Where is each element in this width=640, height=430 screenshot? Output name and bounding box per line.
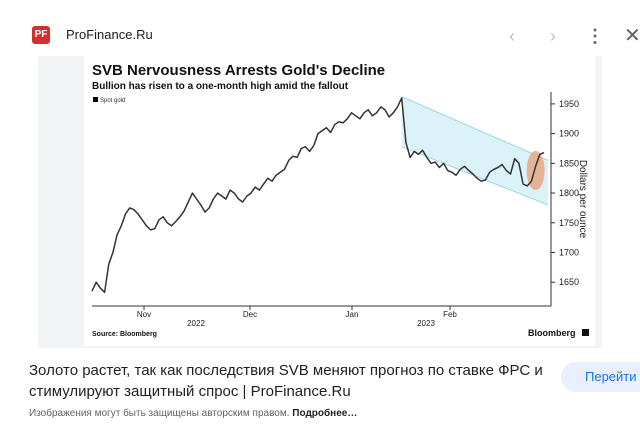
gold-price-chart: SVB Nervousness Arrests Gold's Decline B…	[91, 62, 589, 338]
y-axis-label: Dollars per ounce	[577, 160, 588, 239]
copyright-notice: Изображения могут быть защищены авторски…	[29, 408, 357, 419]
x-tick-label: Nov	[137, 310, 151, 319]
image-caption[interactable]: Золото растет, так как последствия SVB м…	[29, 362, 543, 400]
image-viewer-header: PF ProFinance.Ru ‹ › ⋮ ✕	[0, 0, 640, 56]
more-vert-icon[interactable]: ⋮	[586, 26, 604, 46]
visit-button[interactable]: Перейти	[561, 362, 640, 392]
copyright-text: Изображения могут быть защищены авторски…	[29, 408, 290, 419]
x-tick-label: Dec	[243, 310, 257, 319]
y-tick-label: 1850	[559, 158, 579, 168]
legend-label: Spot gold	[100, 98, 125, 104]
bloomberg-logo-icon	[582, 329, 589, 336]
y-tick-label: 1750	[559, 218, 579, 228]
chart-image[interactable]: SVB Nervousness Arrests Gold's Decline B…	[84, 56, 595, 346]
y-axis-ticks: 1650 1700 1750 1800 1850 1900 1950	[551, 99, 579, 287]
x-tick-label: Feb	[443, 310, 457, 319]
x-tick-label: Jan	[346, 310, 359, 319]
legend-swatch	[93, 97, 98, 102]
learn-more-link[interactable]: Подробнее…	[292, 408, 358, 419]
y-tick-label: 1950	[559, 99, 579, 109]
x-year-label: 2022	[187, 319, 205, 328]
chart-source: Source: Bloomberg	[92, 331, 157, 338]
bloomberg-brand: Bloomberg	[528, 328, 576, 338]
site-name-link[interactable]: ProFinance.Ru	[66, 27, 153, 42]
spot-gold-line	[91, 97, 545, 294]
close-icon[interactable]: ✕	[624, 25, 640, 47]
trend-channel-band	[401, 96, 548, 205]
chart-title: SVB Nervousness Arrests Gold's Decline	[92, 62, 385, 79]
trend-channel-upper	[401, 96, 549, 161]
chart-subtitle: Bullion has risen to a one-month high am…	[92, 81, 349, 92]
chevron-right-icon[interactable]: ›	[550, 26, 556, 46]
x-axis-ticks: Nov Dec Jan Feb 2022 2023	[137, 306, 457, 328]
y-tick-label: 1900	[559, 129, 579, 139]
y-tick-label: 1800	[559, 188, 579, 198]
series-line-spot-gold	[91, 97, 545, 294]
y-tick-label: 1650	[559, 277, 579, 287]
x-year-label: 2023	[417, 319, 435, 328]
y-tick-label: 1700	[559, 248, 579, 258]
profinance-favicon-icon: PF	[32, 26, 50, 44]
chevron-left-icon[interactable]: ‹	[509, 26, 515, 46]
